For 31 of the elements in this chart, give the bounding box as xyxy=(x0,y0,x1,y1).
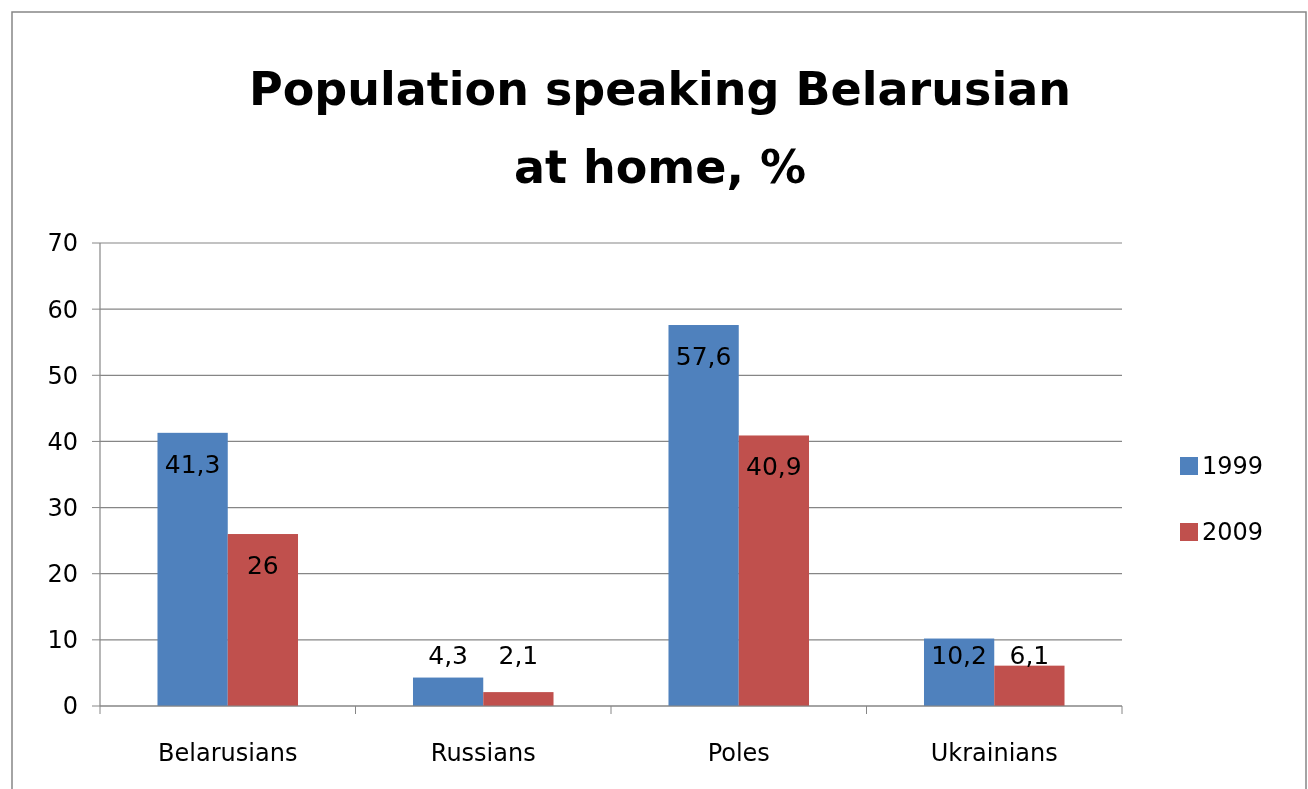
chart-title: Population speaking Belarusian at home, % xyxy=(249,62,1071,194)
data-label: 57,6 xyxy=(675,342,732,372)
data-label: 6,1 xyxy=(1009,641,1050,670)
bar xyxy=(994,665,1065,706)
y-tick-label: 0 xyxy=(62,692,78,721)
x-tick-label: Russians xyxy=(430,739,536,767)
data-label: 41,3 xyxy=(164,449,221,479)
bar xyxy=(412,677,484,706)
y-tick-label: 70 xyxy=(47,229,78,258)
y-tick-label: 40 xyxy=(47,427,78,456)
x-tick-label: Belarusians xyxy=(158,739,298,767)
bar xyxy=(738,435,810,706)
legend-label: 2009 xyxy=(1202,518,1264,547)
legend-label: 1999 xyxy=(1202,452,1264,481)
y-tick-label: 50 xyxy=(47,361,78,390)
x-tick-label: Poles xyxy=(707,739,770,767)
data-label: 10,2 xyxy=(931,641,987,670)
data-label: 40,9 xyxy=(746,452,802,482)
y-tick-label: 60 xyxy=(47,295,78,324)
bar xyxy=(227,534,299,706)
bar xyxy=(668,325,739,706)
bar xyxy=(157,432,228,706)
y-tick-label: 10 xyxy=(47,626,78,655)
y-tick-label: 20 xyxy=(47,560,78,589)
data-label: 2,1 xyxy=(498,641,539,670)
x-tick-label: Ukrainians xyxy=(930,739,1058,767)
y-tick-label: 30 xyxy=(47,493,78,522)
bar xyxy=(923,638,995,706)
data-label: 4,3 xyxy=(428,641,468,670)
bar xyxy=(483,692,554,706)
data-label: 26 xyxy=(246,551,279,581)
